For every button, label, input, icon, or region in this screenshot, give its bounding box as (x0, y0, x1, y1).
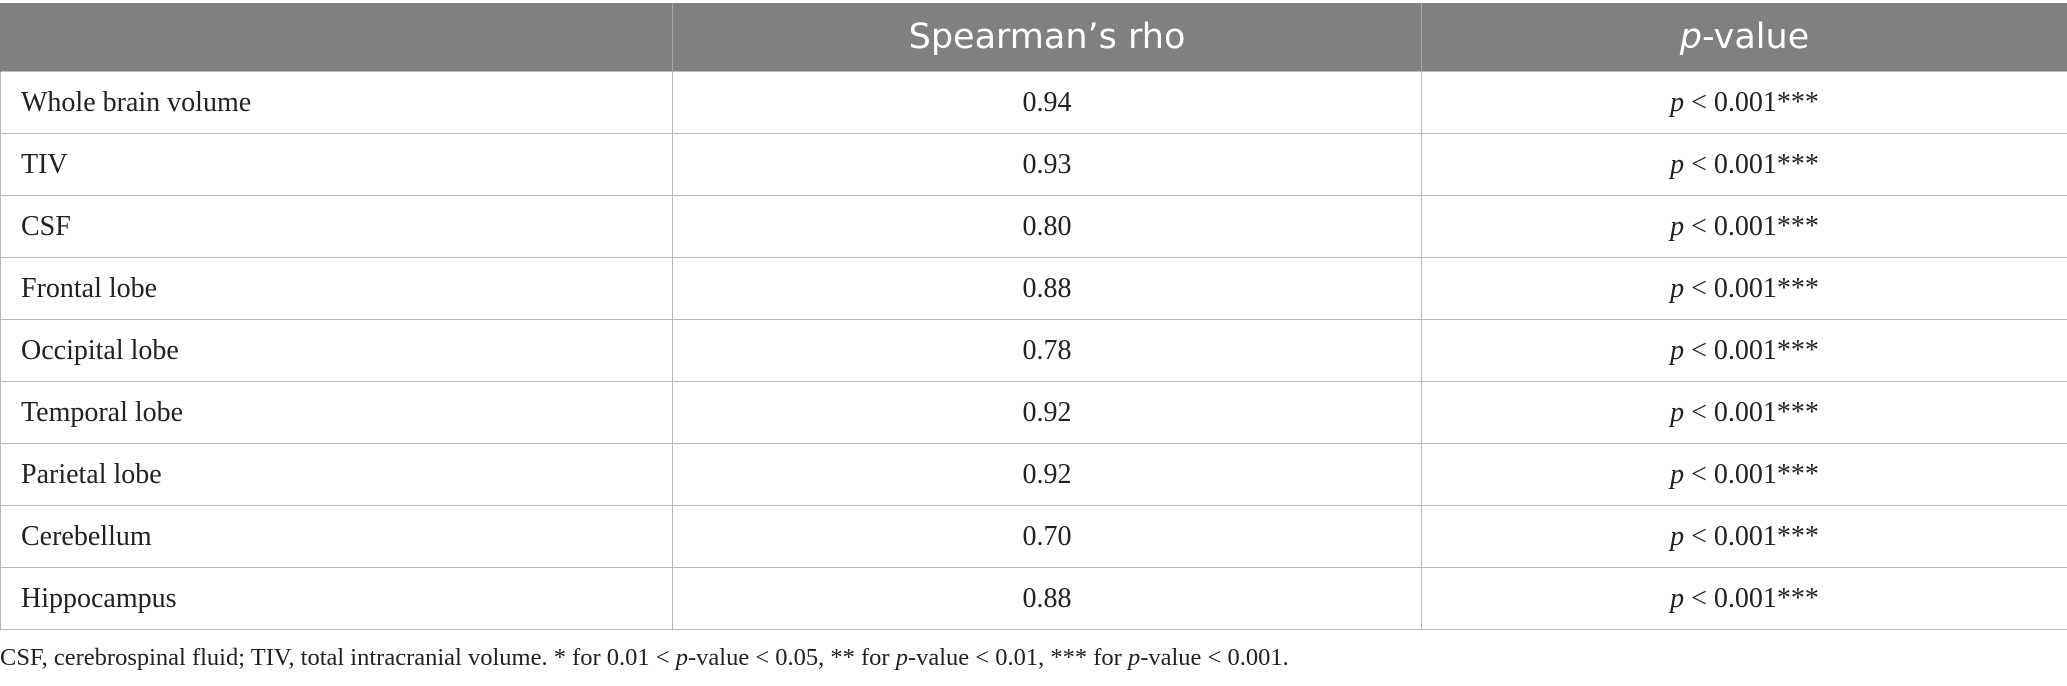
table-row: TIV 0.93 p < 0.001*** (1, 134, 2067, 196)
p-symbol: p (1670, 397, 1684, 428)
table-row: Cerebellum 0.70 p < 0.001*** (1, 506, 2067, 568)
p-value-cell: p < 0.001*** (1422, 444, 2067, 506)
header-spearman-rho: Spearman’s rho (673, 3, 1422, 72)
row-label: Occipital lobe (1, 320, 673, 382)
p-value-text: < 0.001*** (1684, 397, 1819, 428)
table-header-row: Spearman’s rho p-value (1, 3, 2067, 72)
footnote-text-1: CSF, cerebrospinal fluid; TIV, total int… (0, 644, 676, 671)
results-table-container: Spearman’s rho p-value Whole brain volum… (0, 3, 2067, 630)
p-value-cell: p < 0.001*** (1422, 506, 2067, 568)
p-value-cell: p < 0.001*** (1422, 382, 2067, 444)
table-body: Whole brain volume 0.94 p < 0.001*** TIV 0.9… (1, 72, 2067, 630)
table-row: Occipital lobe 0.78 p < 0.001*** (1, 320, 2067, 382)
p-value-cell: p < 0.001*** (1422, 258, 2067, 320)
table-row: CSF 0.80 p < 0.001*** (1, 196, 2067, 258)
table-row: Hippocampus 0.88 p < 0.001*** (1, 568, 2067, 630)
row-label: Hippocampus (1, 568, 673, 630)
p-value-cell: p < 0.001*** (1422, 196, 2067, 258)
p-value-text: < 0.001*** (1684, 211, 1819, 242)
rho-value: 0.78 (673, 320, 1422, 382)
p-symbol: p (1670, 149, 1684, 180)
rho-value: 0.93 (673, 134, 1422, 196)
rho-value: 0.92 (673, 382, 1422, 444)
row-label: Frontal lobe (1, 258, 673, 320)
p-value-cell: p < 0.001*** (1422, 134, 2067, 196)
footnote-text-2: -value < 0.05, ** for (688, 644, 896, 671)
table-footnote: CSF, cerebrospinal fluid; TIV, total int… (0, 644, 1289, 672)
table-row: Whole brain volume 0.94 p < 0.001*** (1, 72, 2067, 134)
table-row: Frontal lobe 0.88 p < 0.001*** (1, 258, 2067, 320)
p-symbol: p (1670, 583, 1684, 614)
p-symbol: p (1670, 335, 1684, 366)
row-label: Cerebellum (1, 506, 673, 568)
p-symbol: p (1670, 273, 1684, 304)
footnote-p-2: p (896, 644, 908, 671)
row-label: Temporal lobe (1, 382, 673, 444)
header-region (1, 3, 673, 72)
rho-value: 0.92 (673, 444, 1422, 506)
p-value-cell: p < 0.001*** (1422, 72, 2067, 134)
header-p-symbol: p (1680, 17, 1702, 57)
row-label: Whole brain volume (1, 72, 673, 134)
header-p-value-text: -value (1702, 17, 1809, 57)
p-value-text: < 0.001*** (1684, 87, 1819, 118)
footnote-p-1: p (676, 644, 688, 671)
p-value-cell: p < 0.001*** (1422, 568, 2067, 630)
p-symbol: p (1670, 211, 1684, 242)
p-value-text: < 0.001*** (1684, 149, 1819, 180)
footnote-p-3: p (1128, 644, 1140, 671)
p-value-text: < 0.001*** (1684, 583, 1819, 614)
p-symbol: p (1670, 459, 1684, 490)
row-label: TIV (1, 134, 673, 196)
footnote-text-4: -value < 0.001. (1140, 644, 1289, 671)
rho-value: 0.88 (673, 568, 1422, 630)
header-p-value: p-value (1422, 3, 2067, 72)
row-label: Parietal lobe (1, 444, 673, 506)
rho-value: 0.88 (673, 258, 1422, 320)
p-value-text: < 0.001*** (1684, 521, 1819, 552)
p-value-text: < 0.001*** (1684, 273, 1819, 304)
table-row: Parietal lobe 0.92 p < 0.001*** (1, 444, 2067, 506)
rho-value: 0.80 (673, 196, 1422, 258)
p-value-text: < 0.001*** (1684, 459, 1819, 490)
correlation-table: Spearman’s rho p-value Whole brain volum… (0, 3, 2067, 630)
rho-value: 0.94 (673, 72, 1422, 134)
rho-value: 0.70 (673, 506, 1422, 568)
p-symbol: p (1670, 521, 1684, 552)
p-value-cell: p < 0.001*** (1422, 320, 2067, 382)
row-label: CSF (1, 196, 673, 258)
footnote-text-3: -value < 0.01, *** for (908, 644, 1128, 671)
p-value-text: < 0.001*** (1684, 335, 1819, 366)
table-row: Temporal lobe 0.92 p < 0.001*** (1, 382, 2067, 444)
p-symbol: p (1670, 87, 1684, 118)
